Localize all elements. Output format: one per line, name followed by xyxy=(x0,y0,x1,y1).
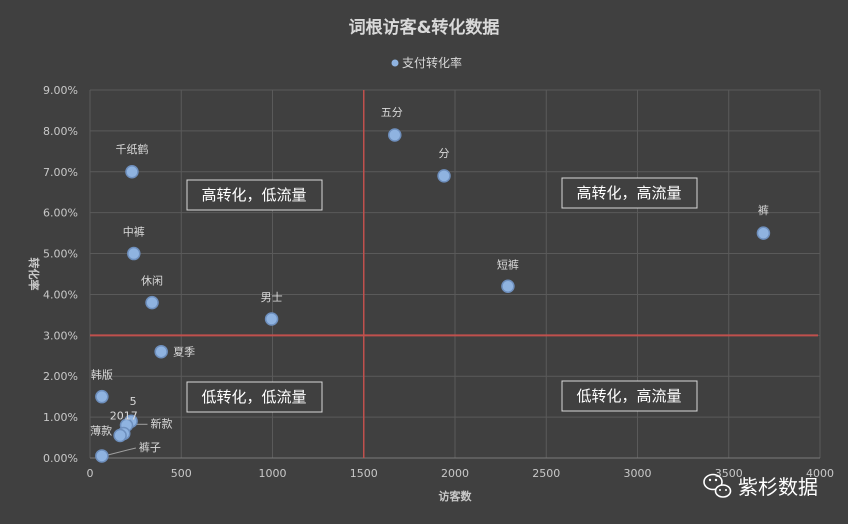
x-tick-label: 1000 xyxy=(259,467,287,480)
data-point xyxy=(125,165,139,179)
data-label: 分 xyxy=(439,147,450,160)
data-label: 休闲 xyxy=(141,274,163,288)
y-tick-label: 8.00% xyxy=(43,125,78,138)
axes: 0.00% 1.00% 2.00% 3.00% 4.00% 5.00% 6.00% 7.00%… xyxy=(27,84,834,503)
legend-label: 支付转化率 xyxy=(402,55,462,70)
data-point xyxy=(501,279,515,294)
y-axis-title: 转化率 xyxy=(27,258,41,291)
data-point xyxy=(145,295,159,310)
x-tick-label: 500 xyxy=(171,467,192,480)
legend: 支付转化率 xyxy=(391,55,462,70)
x-axis-title: 访客数 xyxy=(439,489,473,503)
watermark: 紫杉数据 xyxy=(703,473,818,499)
x-tick-label: 2500 xyxy=(532,467,560,480)
data-label: 5 xyxy=(130,395,137,408)
x-tick-label: 3500 xyxy=(715,467,743,480)
quadrant-bottom-right-label: 低转化，高流量 xyxy=(576,387,681,405)
data-point xyxy=(437,169,451,183)
y-tick-label: 4.00% xyxy=(43,288,78,301)
data-points xyxy=(95,128,771,463)
data-point xyxy=(95,449,109,463)
data-label: 新款 xyxy=(151,416,173,430)
data-point xyxy=(264,312,279,326)
data-point xyxy=(388,128,402,142)
y-tick-label: 0.00% xyxy=(43,452,78,465)
data-label: 男士 xyxy=(261,291,283,304)
data-point xyxy=(756,226,771,240)
x-tick-label: 0 xyxy=(87,467,94,480)
data-label: 2017 xyxy=(110,409,138,422)
data-point xyxy=(127,246,141,261)
quadrant-bottom-left: 低转化，低流量 xyxy=(186,381,323,413)
quadrant-top-left-label: 高转化，低流量 xyxy=(201,186,306,204)
y-tick-label: 2.00% xyxy=(43,370,78,383)
watermark-text: 紫杉数据 xyxy=(738,475,818,499)
data-point xyxy=(113,428,127,443)
data-point xyxy=(95,389,109,404)
label-leader-line xyxy=(107,447,136,456)
x-tick-label: 1500 xyxy=(350,467,378,480)
quadrant-bottom-right: 低转化，高流量 xyxy=(561,380,698,412)
data-label: 裤子 xyxy=(139,440,161,454)
data-label: 中裤 xyxy=(123,225,145,239)
data-point xyxy=(154,344,168,359)
data-label: 夏季 xyxy=(173,346,195,359)
x-tick-label: 3000 xyxy=(624,467,652,480)
quadrant-bottom-left-label: 低转化，低流量 xyxy=(201,388,306,406)
y-tick-label: 9.00% xyxy=(43,84,78,97)
data-label: 韩版 xyxy=(91,368,113,382)
x-tick-label: 2000 xyxy=(441,467,469,480)
reference-lines xyxy=(90,90,818,458)
wechat-icon xyxy=(703,473,732,498)
quadrant-top-right-label: 高转化，高流量 xyxy=(576,184,681,202)
quadrant-top-right: 高转化，高流量 xyxy=(561,177,698,209)
y-tick-label: 6.00% xyxy=(43,207,78,220)
data-label: 千纸鹤 xyxy=(115,142,148,156)
y-tick-label: 3.00% xyxy=(43,329,78,342)
data-label: 薄款 xyxy=(90,424,112,438)
y-tick-label: 7.00% xyxy=(43,166,78,179)
y-tick-label: 1.00% xyxy=(43,411,78,424)
y-tick-label: 5.00% xyxy=(43,248,78,261)
quadrant-labels: 高转化，低流量 高转化，高流量 低转化，低流量 低转化，高流量 xyxy=(186,177,698,413)
data-label: 短裤 xyxy=(497,257,519,271)
data-label: 裤 xyxy=(758,203,769,217)
data-label: 五分 xyxy=(381,106,403,119)
quadrant-top-left: 高转化，低流量 xyxy=(186,179,323,211)
chart-title: 词根访客&转化数据 xyxy=(349,17,500,38)
x-tick-label: 4000 xyxy=(806,467,834,480)
legend-marker xyxy=(391,59,399,67)
